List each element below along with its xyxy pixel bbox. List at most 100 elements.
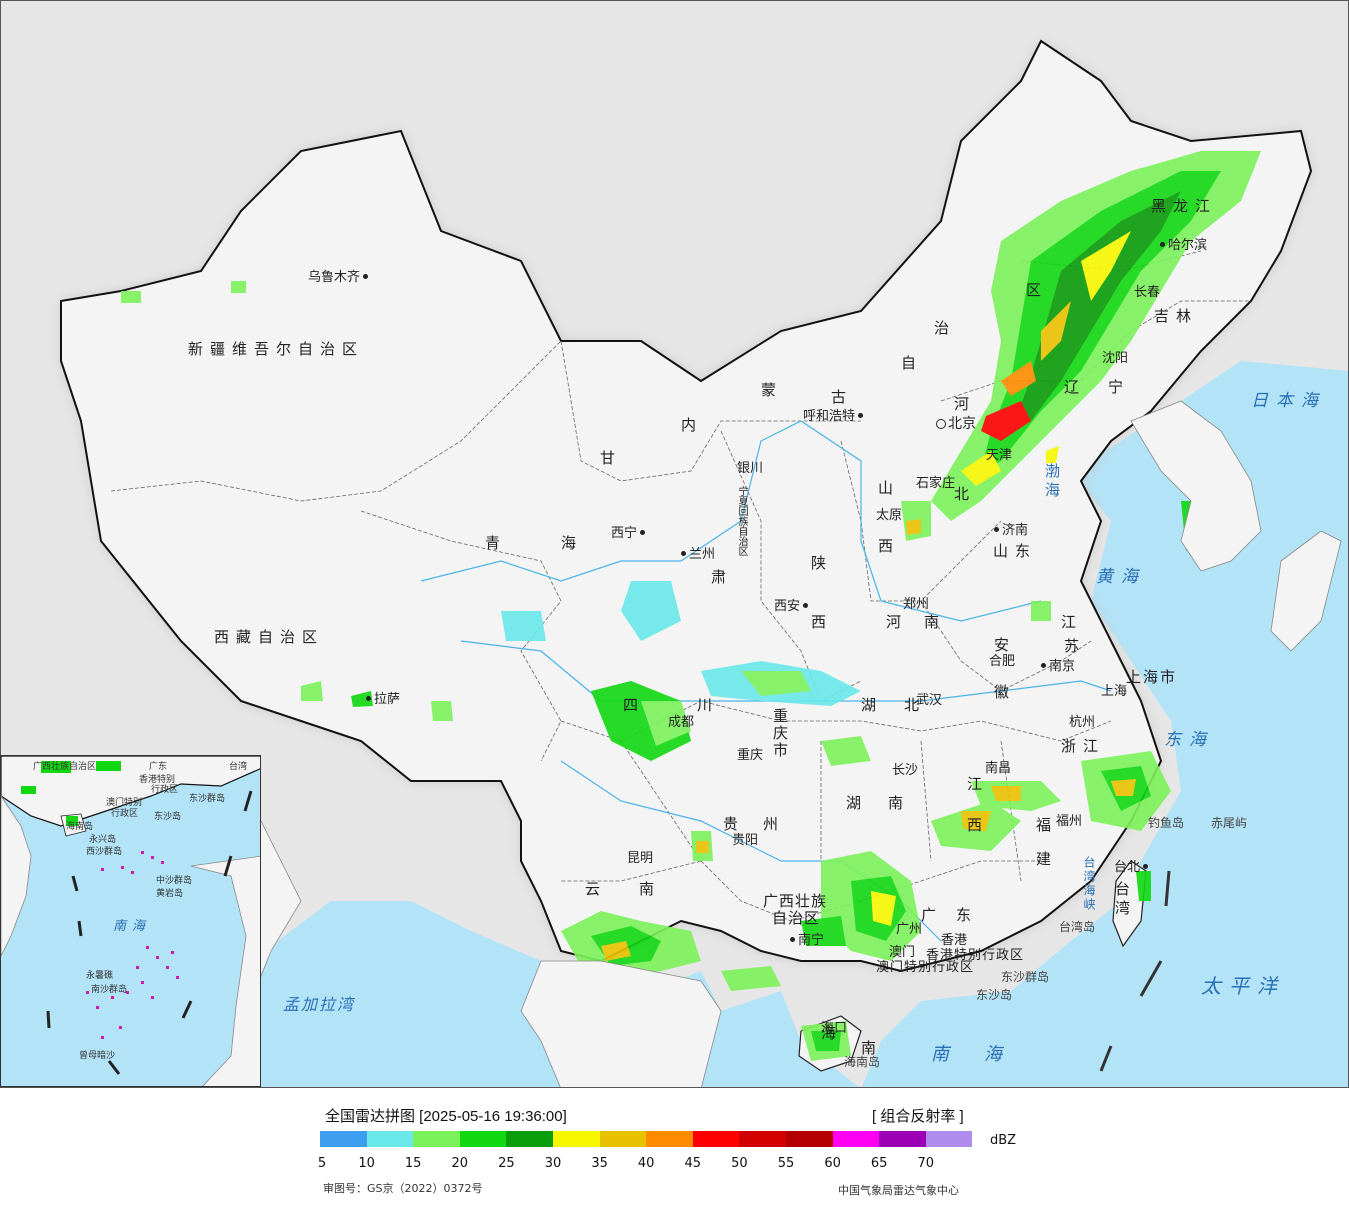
province-neimenggu-2: 蒙 <box>761 381 784 399</box>
city-harbin: 哈尔滨 <box>1157 239 1207 252</box>
legend-tick-label: 70 <box>917 1156 935 1171</box>
legend-tick-label: 50 <box>731 1156 748 1171</box>
province-shanxi-1: 山 <box>878 479 901 497</box>
province-jiangsu-1: 江 <box>1061 613 1084 631</box>
province-anhui-2: 徽 <box>994 683 1017 701</box>
sea-label-japan: 日本海 <box>1251 391 1326 411</box>
city-taipei: 台北 <box>1114 861 1151 874</box>
province-hunan-2: 南 <box>888 794 911 812</box>
legend-swatch-65 <box>879 1131 926 1147</box>
province-chongqing: 重庆市 <box>771 708 789 759</box>
city-haikou: 海口 <box>821 1021 848 1036</box>
province-taiwan: 台湾 <box>1113 881 1131 919</box>
inset-label-yongxing: 永兴岛 <box>89 835 117 845</box>
inset-label-dongsha: 东沙岛 <box>154 812 182 822</box>
legend-product: [ 组合反射率 ] <box>872 1108 964 1125</box>
legend-tick-label: 30 <box>544 1156 562 1171</box>
city-wuhan: 武汉 <box>916 693 943 708</box>
province-hubei-2: 北 <box>904 696 927 714</box>
inset-label-hk: 香港特别 <box>139 775 176 785</box>
province-guangxi-2: 自治区 <box>772 909 821 927</box>
city-changchun: 长春 <box>1134 285 1161 300</box>
legend-swatch-25 <box>506 1131 553 1147</box>
legend-swatch-35 <box>599 1131 647 1147</box>
province-neimenggu-5: 治 <box>934 319 957 337</box>
city-chengdu: 成都 <box>668 715 695 730</box>
legend-tick-label: 55 <box>777 1156 795 1171</box>
inset-label-guangdong: 广东 <box>149 762 168 772</box>
legend-unit: dBZ <box>990 1133 1017 1148</box>
inset-label-dongsha-islands: 东沙群岛 <box>189 794 226 804</box>
city-macao: 澳门 <box>889 945 916 960</box>
island-diaoyu: 钓鱼岛 <box>1148 816 1185 830</box>
inset-label-macao: 澳门特别 <box>106 798 143 808</box>
province-liaoning-1: 辽 <box>1064 378 1087 396</box>
province-qinghai-1: 青 <box>485 534 508 552</box>
province-xinjiang: 新疆维吾尔自治区 <box>188 340 365 358</box>
sea-label-bengal: 孟加拉湾 <box>283 995 356 1014</box>
city-chongqing: 重庆 <box>737 748 764 763</box>
producer-credit: 中国气象局雷达气象中心 <box>838 1184 959 1197</box>
city-lanzhou: 兰州 <box>678 548 715 561</box>
legend-swatch-5 <box>320 1131 367 1147</box>
province-jiangsu-2: 苏 <box>1064 637 1087 655</box>
legend-swatch-10 <box>366 1131 414 1147</box>
province-shandong: 山东 <box>993 542 1038 560</box>
city-hongkong: 香港 <box>941 933 968 948</box>
province-guizhou-1: 贵 <box>723 815 746 833</box>
legend-tick-label: 10 <box>358 1156 375 1171</box>
province-guangxi-1: 广西壮族 <box>763 892 828 910</box>
province-shaanxi-1: 陕 <box>811 554 834 572</box>
sea-label-taiwan-strait: 台湾海峡 <box>1082 856 1096 912</box>
legend-swatch-30 <box>552 1131 600 1147</box>
city-jinan: 济南 <box>991 524 1028 537</box>
province-henan-1: 河 <box>886 613 909 631</box>
legend-tick-label: 45 <box>684 1156 702 1171</box>
inset-label-yongshu: 永暑礁 <box>86 971 114 981</box>
sea-boundary-marks <box>1099 870 1171 1072</box>
province-sichuan-2: 川 <box>697 696 720 714</box>
inset-label-xingzhengqu-2: 行政区 <box>111 809 139 819</box>
legend-swatch-70 <box>925 1131 973 1147</box>
inset-label-huangyan: 黄岩岛 <box>156 889 184 899</box>
province-hainan-2: 南 <box>861 1039 884 1057</box>
province-heilongjiang: 黑龙江 <box>1151 197 1218 215</box>
city-nanning: 南宁 <box>787 934 824 947</box>
inset-label-zengmu: 曾母暗沙 <box>79 1051 116 1061</box>
sea-label-bohai: 渤海 <box>1043 463 1061 501</box>
province-shanghai: 上海市 <box>1126 668 1178 686</box>
legend-title: 全国雷达拼图 [2025-05-16 19:36:00] <box>325 1108 567 1125</box>
city-nanjing: 南京 <box>1038 660 1075 673</box>
legend-ticks: 5 10 15 20 25 30 35 40 45 50 55 60 65 70 <box>0 1156 1349 1172</box>
city-zhengzhou: 郑州 <box>903 597 930 612</box>
city-shenyang: 沈阳 <box>1102 351 1129 366</box>
province-shanxi-2: 西 <box>878 537 901 555</box>
province-sichuan-1: 四 <box>623 696 646 714</box>
province-jiangxi-2: 西 <box>967 816 990 834</box>
city-nanchang: 南昌 <box>985 761 1012 776</box>
label-macao-sar: 澳门特别行政区 <box>876 960 975 975</box>
sea-label-yellow: 黄海 <box>1096 567 1146 587</box>
label-hk-sar: 香港特别行政区 <box>926 948 1025 963</box>
province-neimenggu-4: 自 <box>901 354 924 372</box>
legend-tick-label: 65 <box>870 1156 888 1171</box>
province-neimenggu-1: 内 <box>681 416 704 434</box>
inset-label-sea: 南海 <box>113 919 152 934</box>
radar-map: 新疆维吾尔自治区 西藏自治区 青 海 甘 肃 内 蒙 古 自 治 区 宁夏回族自… <box>0 0 1349 1088</box>
province-hebei-1: 河 <box>954 395 977 413</box>
province-zhejiang: 浙江 <box>1061 737 1106 755</box>
province-hebei-2: 北 <box>954 485 977 503</box>
inset-canvas <box>1 756 260 1086</box>
city-hefei: 合肥 <box>989 654 1016 669</box>
city-tianjin: 天津 <box>986 448 1013 463</box>
province-fujian-2: 建 <box>1036 850 1059 868</box>
province-jilin: 吉林 <box>1154 307 1199 325</box>
inset-label-zhongsha: 中沙群岛 <box>156 876 193 886</box>
province-xizang: 西藏自治区 <box>214 628 325 646</box>
legend-tick-label: 35 <box>591 1156 608 1171</box>
island-dongsha-islands: 东沙群岛 <box>1001 970 1050 984</box>
province-jiangxi-1: 江 <box>967 775 990 793</box>
province-anhui-1: 安 <box>994 636 1017 654</box>
legend-swatch-45 <box>692 1131 740 1147</box>
city-yinchuan: 银川 <box>737 461 764 476</box>
